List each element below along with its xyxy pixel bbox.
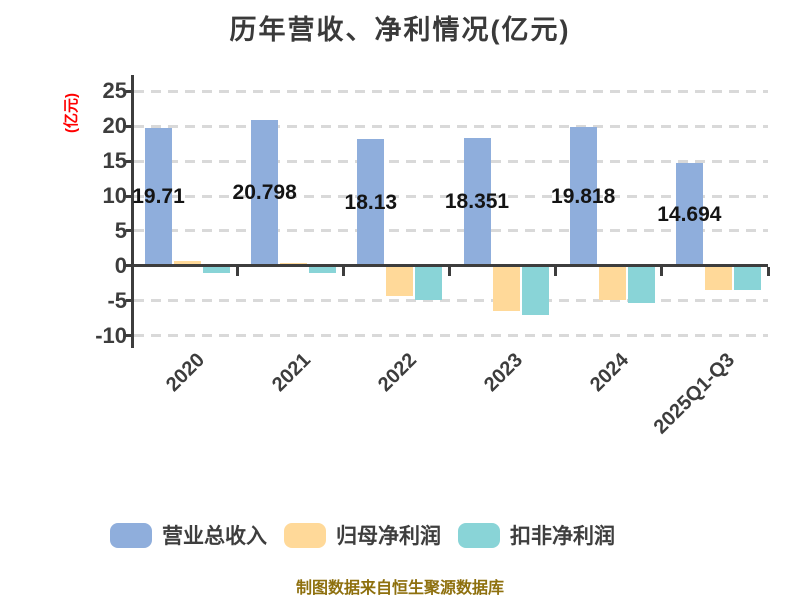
x-tick-label-text-2023: 2023	[480, 349, 528, 397]
bar-归母净利润-2024	[598, 265, 626, 301]
value-label-2023: 18.351	[444, 189, 510, 213]
gridline-15	[134, 159, 768, 163]
bar-营业总收入-2025Q1-Q3	[675, 163, 703, 266]
bar-营业总收入-2024	[569, 127, 597, 266]
gridline--5	[134, 299, 768, 303]
bar-归母净利润-2025Q1-Q3	[704, 265, 732, 291]
bar-扣非净利润-2021	[309, 265, 337, 273]
y-tick-0	[126, 264, 131, 268]
bar-扣非净利润-2025Q1-Q3	[733, 265, 761, 291]
x-tick-3	[448, 267, 451, 277]
bar-归母净利润-2021	[280, 262, 308, 266]
legend-label: 扣非净利润	[510, 525, 615, 548]
x-tick-1	[235, 267, 239, 277]
y-tick-label--5: -5	[107, 287, 127, 313]
legend-item-归母净利润: 归母净利润	[284, 522, 441, 548]
y-tick-label-20: 20	[102, 113, 127, 139]
y-tick-20	[126, 124, 131, 128]
legend-swatch-icon	[284, 522, 326, 548]
x-tick-label-text-2024: 2024	[586, 349, 634, 397]
x-tick-4	[554, 267, 558, 277]
y-tick-25	[126, 89, 131, 93]
legend-swatch-icon	[110, 522, 152, 548]
gridline-10	[134, 194, 768, 198]
legend-item-营业总收入: 营业总收入	[110, 522, 267, 548]
value-label-2024: 19.818	[551, 184, 616, 208]
bar-扣非净利润-2024	[627, 265, 655, 304]
x-tick-label-text-2025Q1-Q3: 2025Q1-Q3	[650, 349, 740, 439]
bar-营业总收入-2022	[357, 139, 385, 266]
y-tick-5	[126, 229, 131, 233]
y-tick-label-10: 10	[102, 183, 127, 208]
legend: 营业总收入 归母净利润 扣非净利润	[0, 522, 800, 548]
bar-营业总收入-2023	[463, 137, 491, 266]
bar-扣非净利润-2023	[521, 265, 549, 315]
value-label-2021: 20.798	[232, 181, 297, 205]
value-label-2020: 19.71	[132, 185, 185, 209]
x-tick-2	[341, 267, 345, 277]
y-tick-label-25: 25	[102, 78, 127, 104]
gridline-5	[134, 229, 768, 233]
bar-营业总收入-2020	[145, 128, 172, 266]
y-tick-10	[126, 194, 131, 198]
bar-归母净利润-2023	[492, 265, 520, 312]
x-tick-label-text-2020: 2020	[161, 349, 209, 397]
value-label-2025Q1-Q3: 14.694	[657, 202, 722, 226]
gridline-20	[134, 124, 768, 128]
x-tick-6	[766, 267, 770, 277]
value-label-2022: 18.13	[344, 190, 398, 214]
bar-归母净利润-2022	[386, 265, 414, 297]
x-tick-label-text-2022: 2022	[373, 349, 421, 397]
legend-label: 营业总收入	[162, 525, 267, 548]
bar-扣非净利润-2022	[415, 265, 443, 300]
chart-title: 历年营收、净利情况(亿元)	[229, 15, 571, 45]
legend-label: 归母净利润	[336, 525, 441, 548]
y-tick-label-0: 0	[114, 252, 127, 278]
bar-扣非净利润-2020	[203, 265, 230, 273]
bar-归母净利润-2020	[174, 260, 201, 266]
bar-营业总收入-2021	[251, 120, 279, 266]
y-tick--10	[126, 334, 131, 338]
y-tick-label-5: 5	[114, 217, 127, 243]
legend-swatch-icon	[458, 522, 500, 548]
footnote: 制图数据来自恒生聚源数据库	[295, 580, 504, 597]
gridline-25	[134, 89, 768, 93]
x-tick-5	[660, 267, 664, 277]
y-axis-line	[131, 75, 134, 348]
gridline--10	[134, 334, 768, 338]
x-tick-label-text-2021: 2021	[267, 349, 315, 397]
y-tick--5	[126, 299, 131, 303]
y-tick-15	[126, 159, 131, 163]
y-tick-label--10: -10	[95, 322, 127, 348]
legend-item-扣非净利润: 扣非净利润	[458, 522, 615, 548]
y-tick-label-15: 15	[102, 148, 127, 174]
x-axis-zero-line	[131, 264, 768, 268]
plot-area: 25 20 15 10 5 0 -5 -10 19.71 20.798 18.13 18.351 19.…	[95, 75, 770, 438]
